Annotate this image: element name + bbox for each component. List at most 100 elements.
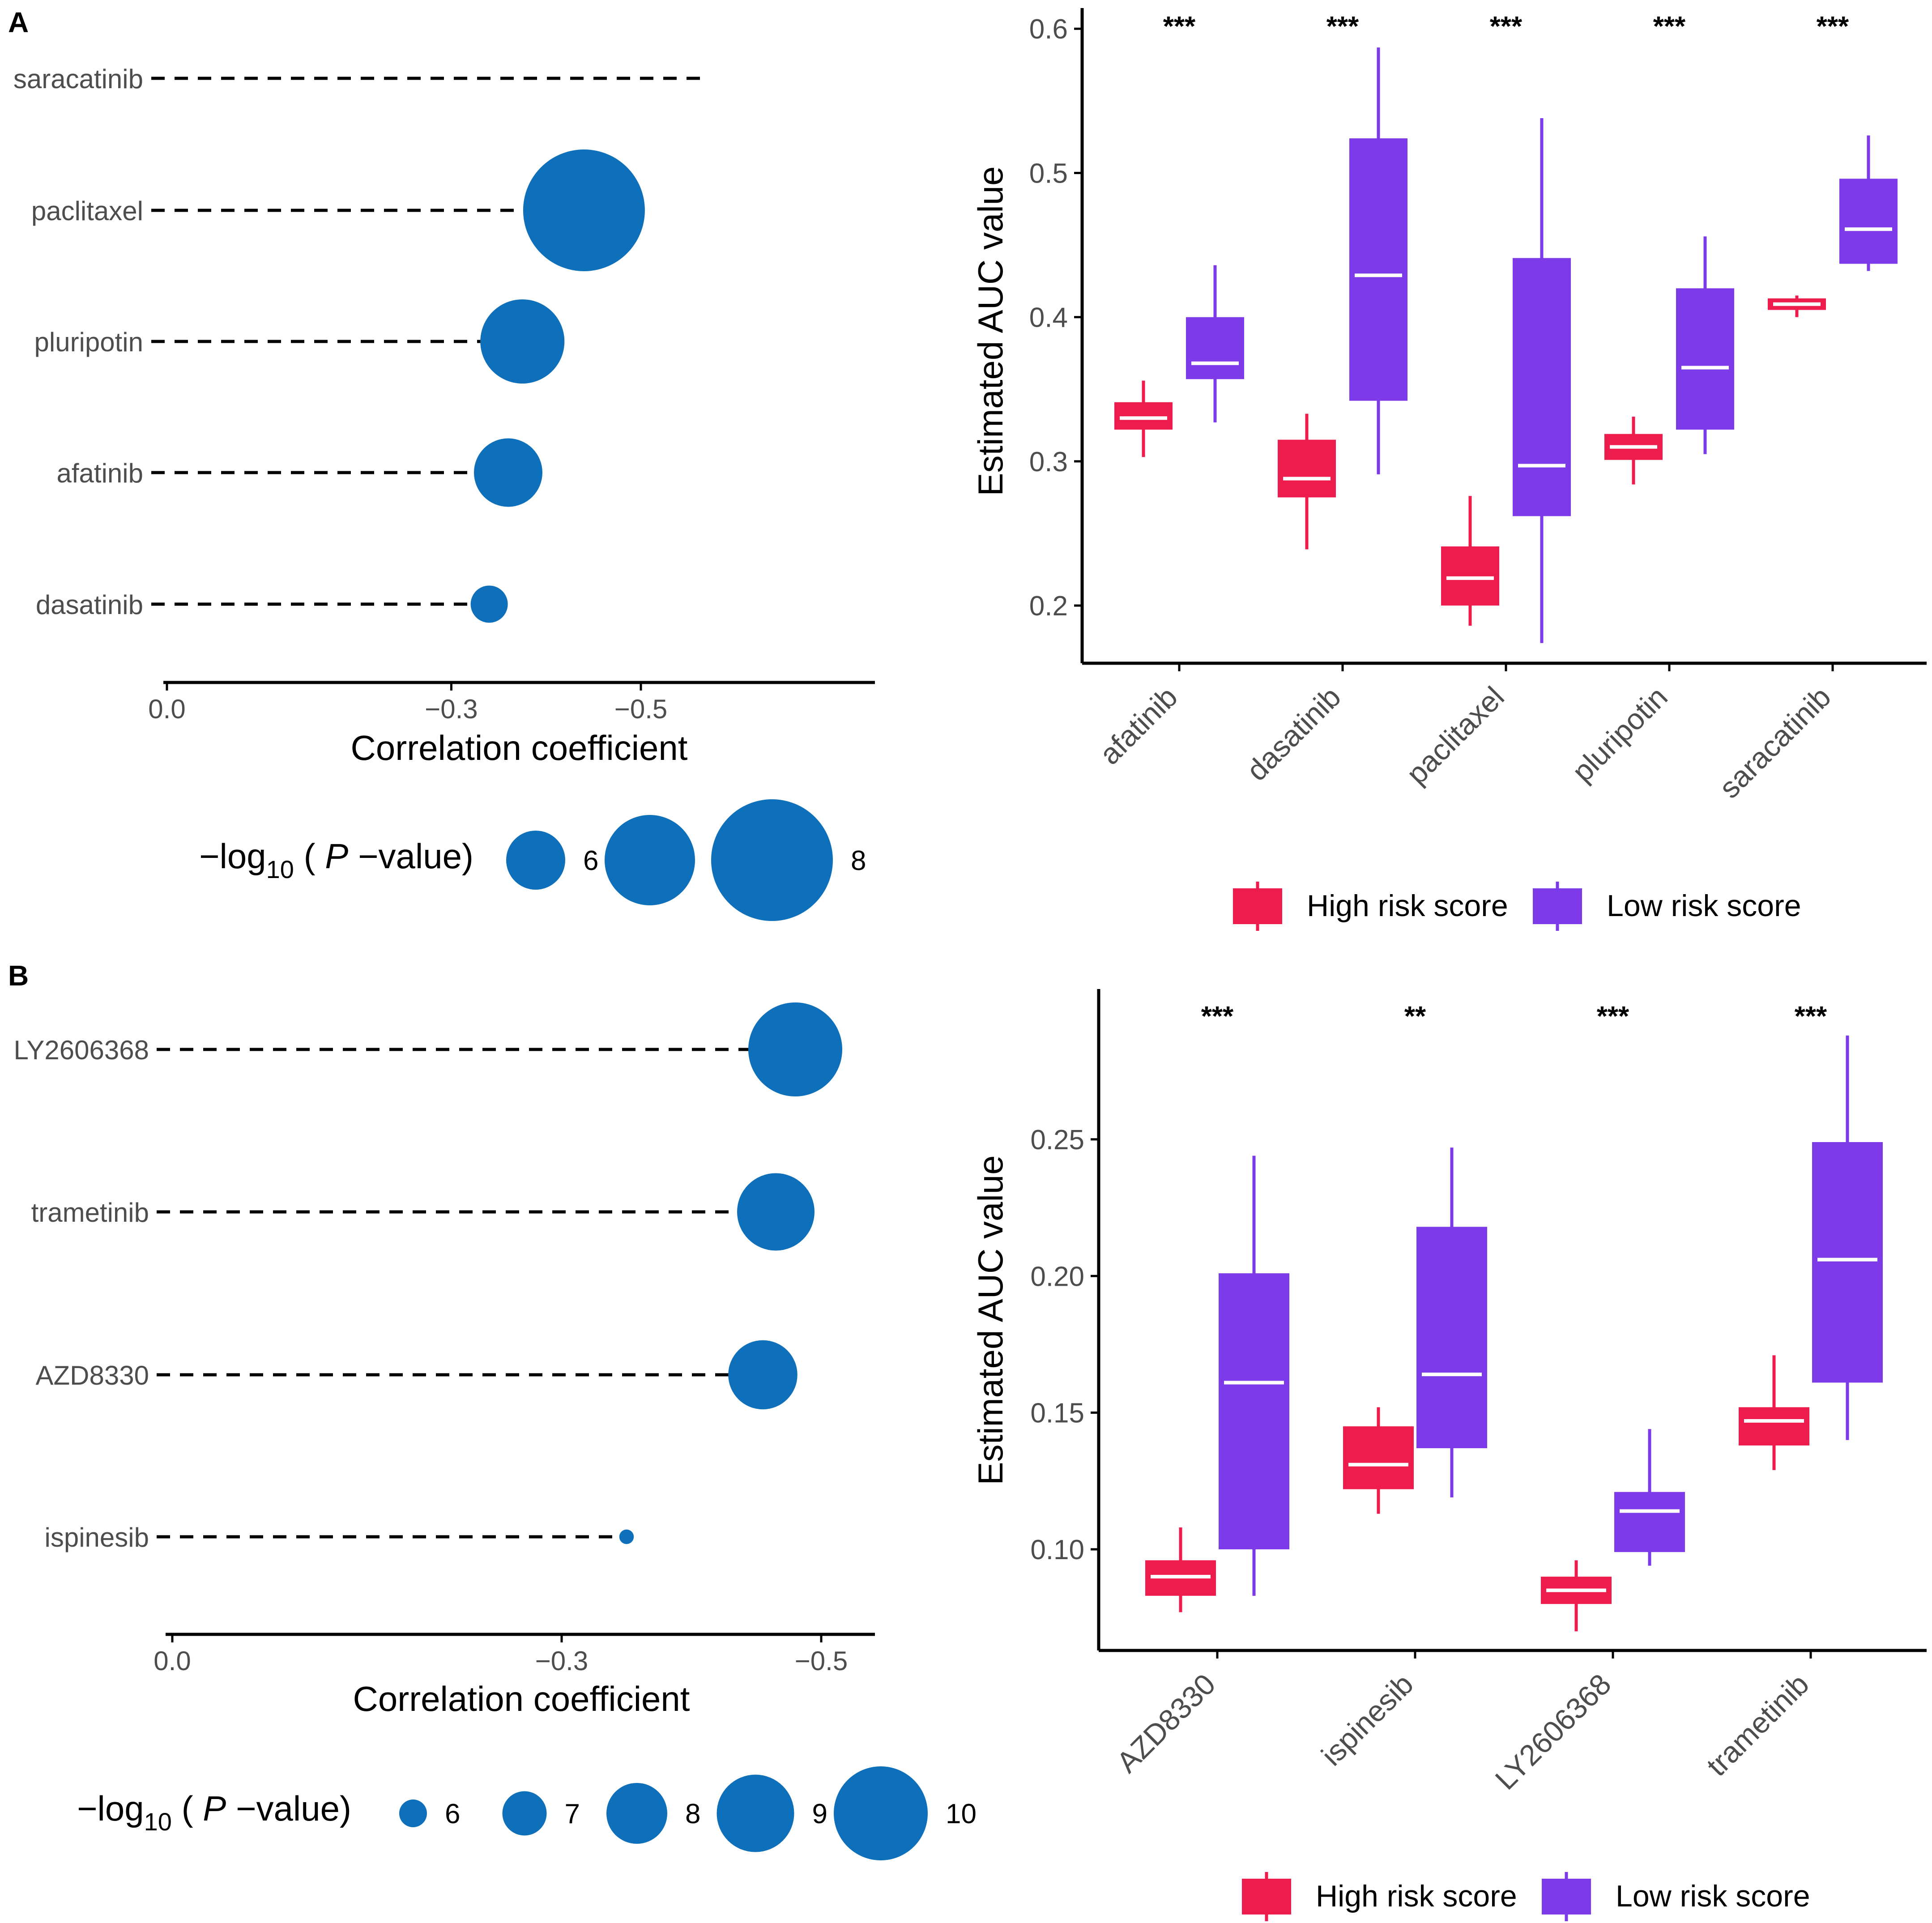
point-ispinesib xyxy=(619,1529,634,1544)
legend-title-rest: −value) xyxy=(348,836,473,876)
size-legend-label: 7 xyxy=(565,1799,580,1829)
box-low-ispinesib xyxy=(1416,1227,1487,1449)
legend-title-p: P xyxy=(203,1789,226,1828)
significance-ly2606368: *** xyxy=(1597,1001,1629,1032)
a-left-size-legend: −log10 ( P −value) 678 xyxy=(199,799,866,921)
drug-label-dasatinib: dasatinib xyxy=(36,590,143,620)
size-legend-dot xyxy=(606,1783,667,1844)
a-left-x-title: Correlation coefficient xyxy=(351,728,688,767)
legend-title-log: −log xyxy=(199,836,266,876)
box-high-dasatinib xyxy=(1278,439,1336,498)
size-legend-label: 10 xyxy=(946,1799,977,1829)
legend-key-low xyxy=(1542,1879,1591,1914)
drug-label-azd8330: AZD8330 xyxy=(36,1360,149,1390)
legend-key-high xyxy=(1242,1879,1291,1914)
x-tick-label: −0.3 xyxy=(535,1646,588,1676)
box-low-pluripotin xyxy=(1676,288,1734,430)
panel-label-a: A xyxy=(8,6,29,38)
b-left-chart: 0.0 −0.3 −0.5 LY2606368 trametinib AZD8330 isp… xyxy=(13,1002,977,1860)
a-left-legend-title: −log10 ( P −value) xyxy=(199,836,473,883)
box-high-trametinib xyxy=(1739,1407,1809,1445)
legend-label-high: High risk score xyxy=(1316,1879,1517,1913)
y-tick-label: 0.5 xyxy=(1029,158,1068,189)
significance-dasatinib: *** xyxy=(1326,11,1359,42)
legend-title-p: P xyxy=(325,836,348,876)
legend-title-sub: 10 xyxy=(144,1808,172,1836)
legend-label-low: Low risk score xyxy=(1607,889,1801,923)
legend-key-high xyxy=(1233,888,1282,924)
significance-ispinesib: ** xyxy=(1404,1001,1426,1032)
a-right-chart: 0.20.30.40.50.6afatinib***dasatinib***pa… xyxy=(971,8,1927,931)
b-right-y-title: Estimated AUC value xyxy=(971,1155,1010,1485)
drug-label-trametinib: trametinib xyxy=(31,1198,149,1228)
a-right-legend: High risk score Low risk score xyxy=(1233,882,1801,931)
y-tick-label: 0.3 xyxy=(1029,447,1068,478)
x-tick-label: −0.5 xyxy=(795,1646,848,1676)
box-low-paclitaxel xyxy=(1513,258,1571,516)
panel-label-b: B xyxy=(8,959,29,992)
significance-azd8330: *** xyxy=(1201,1001,1234,1032)
legend-title-sub: 10 xyxy=(266,855,294,883)
significance-trametinib: *** xyxy=(1795,1001,1827,1032)
legend-title-open: ( xyxy=(172,1789,203,1828)
point-dasatinib xyxy=(470,585,508,623)
point-paclitaxel xyxy=(523,149,645,271)
y-tick-label: 0.10 xyxy=(1030,1535,1084,1565)
size-legend-label: 6 xyxy=(583,845,598,876)
legend-title-open: ( xyxy=(294,836,325,876)
box-high-afatinib xyxy=(1114,402,1173,430)
size-legend-dot xyxy=(506,831,565,890)
b-left-legend-title: −log10 ( P −value) xyxy=(77,1789,351,1836)
box-low-saracatinib xyxy=(1839,179,1898,264)
y-tick-label: 0.20 xyxy=(1030,1261,1084,1292)
box-low-afatinib xyxy=(1186,317,1244,379)
y-tick-label: 0.6 xyxy=(1029,14,1068,45)
significance-pluripotin: *** xyxy=(1653,11,1686,42)
x-tick-label: −0.5 xyxy=(614,694,667,724)
size-legend-dot xyxy=(711,799,833,921)
point-afatinib xyxy=(473,438,542,507)
point-ly2606368 xyxy=(748,1002,842,1096)
drug-label-afatinib: afatinib xyxy=(57,458,143,488)
size-legend-dot xyxy=(502,1791,547,1836)
size-legend-dot xyxy=(605,815,695,905)
x-tick-label: 0.0 xyxy=(148,694,185,724)
size-legend-label: 8 xyxy=(851,845,866,876)
y-tick-label: 0.25 xyxy=(1030,1125,1084,1156)
drug-label-saracatinib: saracatinib xyxy=(13,64,143,94)
drug-label-ispinesib: ispinesib xyxy=(45,1522,149,1552)
drug-label-ly2606368: LY2606368 xyxy=(13,1035,149,1065)
drug-label-pluripotin: pluripotin xyxy=(34,327,144,357)
legend-label-high: High risk score xyxy=(1307,889,1508,923)
legend-title-rest: −value) xyxy=(226,1789,351,1828)
legend-label-low: Low risk score xyxy=(1616,1879,1810,1913)
box-low-azd8330 xyxy=(1219,1273,1289,1550)
box-low-trametinib xyxy=(1812,1142,1883,1383)
box-low-dasatinib xyxy=(1349,138,1407,401)
drug-label-paclitaxel: paclitaxel xyxy=(31,196,143,226)
size-legend-label: 8 xyxy=(685,1799,700,1829)
point-pluripotin xyxy=(480,299,565,384)
significance-paclitaxel: *** xyxy=(1490,11,1523,42)
box-high-ispinesib xyxy=(1343,1426,1414,1489)
size-legend-dot xyxy=(834,1766,928,1860)
y-tick-label: 0.2 xyxy=(1029,591,1068,622)
point-azd8330 xyxy=(728,1340,798,1410)
significance-afatinib: *** xyxy=(1163,11,1196,42)
x-tick-label: 0.0 xyxy=(154,1646,191,1676)
b-left-x-title: Correlation coefficient xyxy=(353,1679,690,1718)
b-left-size-legend: −log10 ( P −value) 6 7 8 9 10 xyxy=(77,1766,977,1860)
legend-title-log: −log xyxy=(77,1789,144,1828)
size-legend-dot xyxy=(399,1799,427,1827)
significance-saracatinib: *** xyxy=(1817,11,1849,42)
a-left-chart: 0.0 −0.3 −0.5 saracatinib paclitaxel pluripot… xyxy=(13,64,875,921)
size-legend-label: 9 xyxy=(812,1799,827,1829)
y-tick-label: 0.15 xyxy=(1030,1398,1084,1429)
size-legend-label: 6 xyxy=(445,1799,460,1829)
x-tick-label: −0.3 xyxy=(425,694,478,724)
a-right-y-title: Estimated AUC value xyxy=(971,166,1010,496)
box-high-paclitaxel xyxy=(1441,546,1499,606)
y-tick-label: 0.4 xyxy=(1029,303,1068,333)
legend-key-low xyxy=(1533,888,1582,924)
